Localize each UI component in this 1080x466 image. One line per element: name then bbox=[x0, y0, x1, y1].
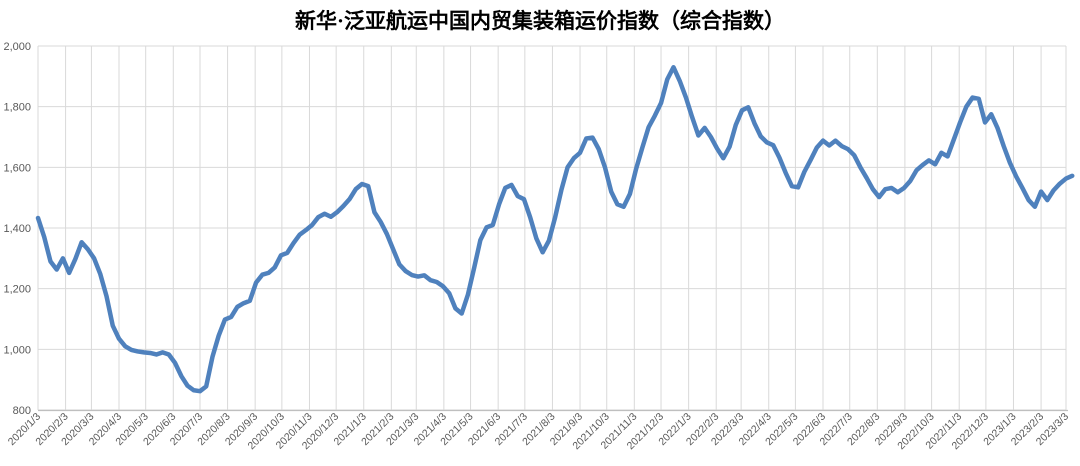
chart-title: 新华·泛亚航运中国内贸集装箱运价指数（综合指数） bbox=[295, 9, 785, 33]
y-axis-labels: 800 1,000 1,200 1,400 1,600 1,800 2,000 bbox=[3, 41, 31, 417]
y-tick-label: 1,000 bbox=[3, 344, 31, 356]
y-tick-label: 2,000 bbox=[3, 41, 31, 53]
y-tick-label: 1,600 bbox=[3, 162, 31, 174]
y-tick-label: 1,800 bbox=[3, 102, 31, 114]
index-series-line bbox=[35, 64, 1075, 394]
x-axis-labels: 2020/1/32020/2/32020/3/32020/4/32020/5/3… bbox=[6, 411, 1071, 453]
y-tick-label: 1,400 bbox=[3, 223, 31, 235]
gridlines bbox=[37, 45, 1067, 411]
y-tick-label: 1,200 bbox=[3, 284, 31, 296]
y-tick-label: 800 bbox=[13, 405, 31, 417]
